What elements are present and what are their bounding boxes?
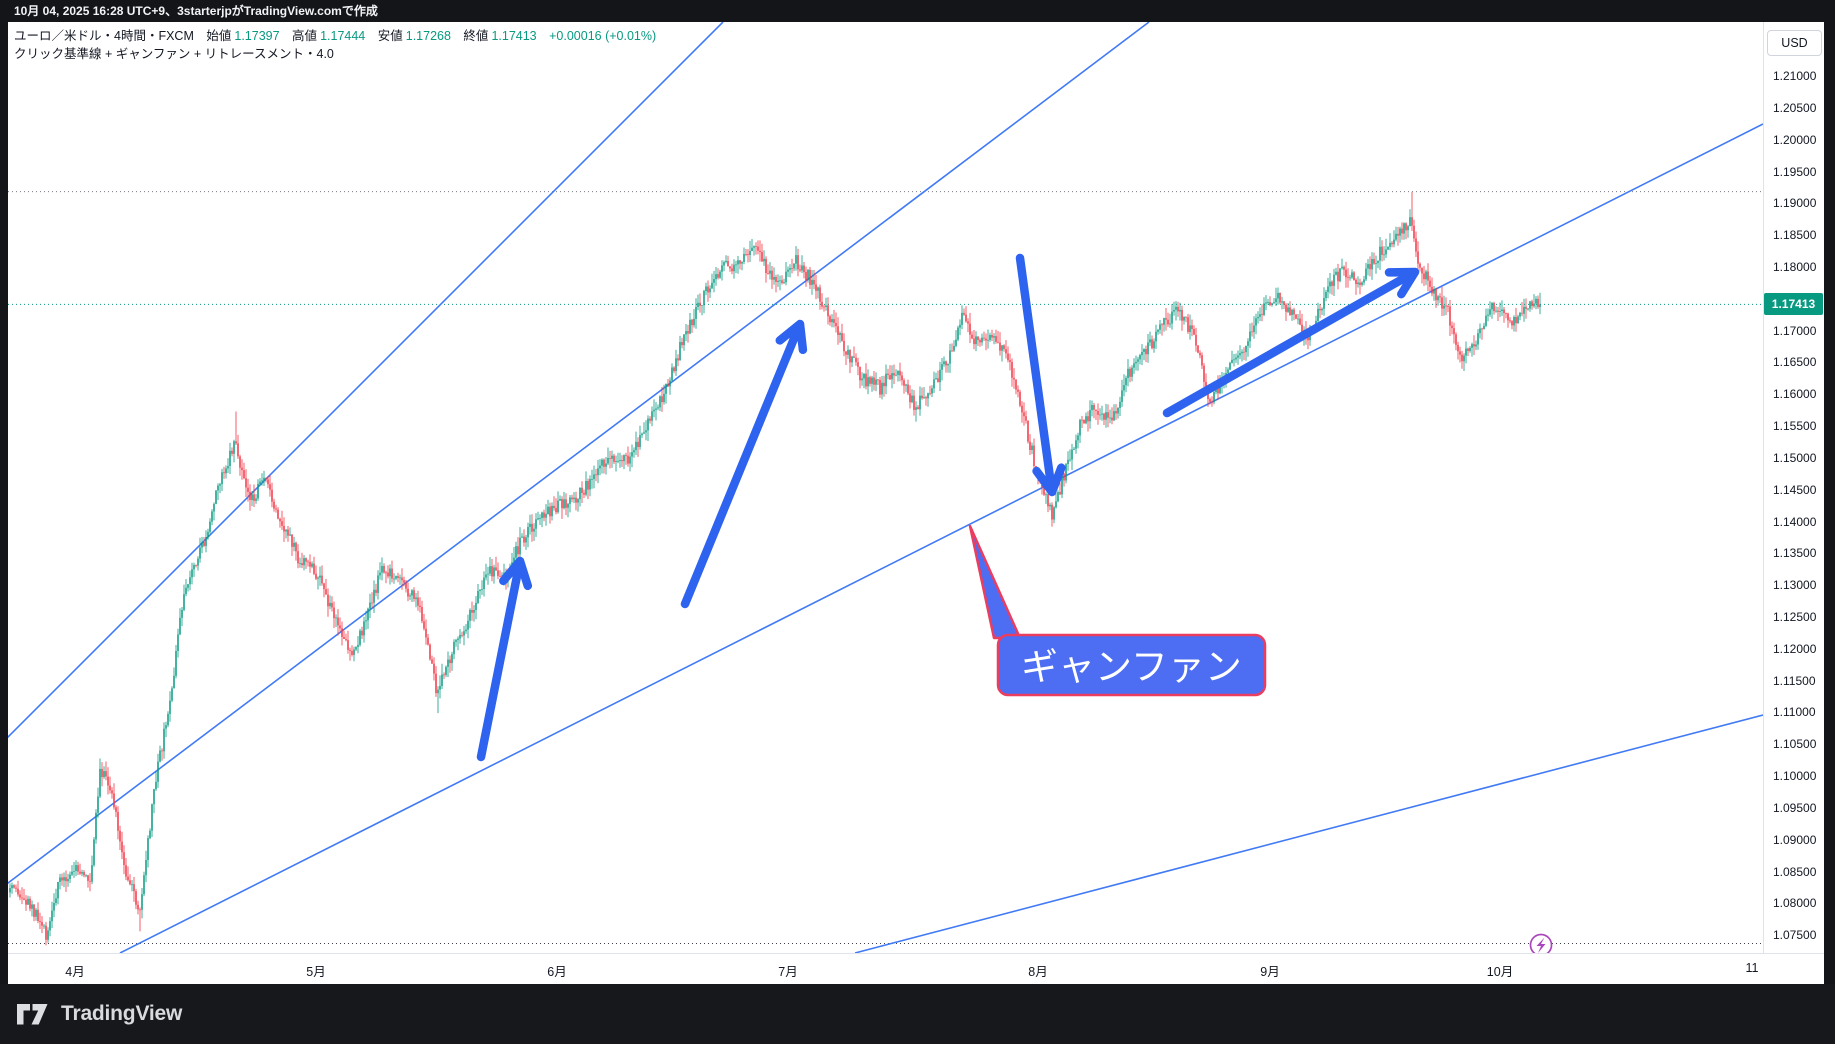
low-value: 1.17268 — [405, 29, 451, 43]
close-value: 1.17413 — [491, 29, 537, 43]
price-axis-label: 1.14000 — [1773, 514, 1817, 529]
price-axis-label: 1.15500 — [1773, 419, 1817, 434]
price-axis-label: 1.16500 — [1773, 355, 1817, 370]
open-value: 1.17397 — [234, 29, 280, 43]
indicator-row[interactable]: クリック基準線 + ギャンファン + リトレースメント・4.0 — [14, 47, 334, 61]
price-axis-label: 1.20000 — [1773, 132, 1817, 147]
symbol-title[interactable]: ユーロ／米ドル・4時間・FXCM — [14, 29, 194, 43]
price-axis-label: 1.12500 — [1773, 610, 1817, 624]
annotation-arrow[interactable] — [680, 319, 808, 609]
price-axis-label: 1.14500 — [1773, 482, 1817, 497]
price-axis-label: 1.12000 — [1773, 641, 1817, 656]
gann-fan-lines[interactable] — [0, 22, 1763, 953]
price-axis-label: 1.18000 — [1773, 260, 1817, 274]
footer-bar: TradingView — [0, 984, 1835, 1044]
price-axis-label: 1.09500 — [1773, 800, 1817, 815]
price-level-lines — [8, 191, 1763, 944]
price-axis-label: 1.07500 — [1773, 928, 1817, 943]
price-axis-label: 1.19000 — [1773, 196, 1817, 211]
candles — [9, 191, 1541, 946]
tradingview-brand-text[interactable]: TradingView — [61, 1002, 183, 1025]
gann-fan-callout[interactable]: ギャンファン — [968, 524, 1267, 697]
tradingview-logo-icon[interactable] — [15, 997, 51, 1031]
price-axis-label: 1.18500 — [1773, 228, 1817, 243]
high-label: 高値 — [292, 29, 318, 43]
legend-ohlc-row[interactable]: ユーロ／米ドル・4時間・FXCM 始値 1.17397 高値 1.17444 安値 1… — [14, 27, 656, 45]
callout-label: ギャンファン — [1021, 647, 1242, 688]
price-axis-label: 1.10000 — [1773, 769, 1817, 784]
currency-badge[interactable]: USD — [1767, 30, 1822, 56]
time-axis[interactable]: 4月 5月 6月 7月 8月 9月 10月 11 — [8, 953, 1824, 984]
time-axis-label: 4月 — [65, 965, 85, 979]
price-axis-label: 1.09000 — [1773, 832, 1817, 847]
chart-legend[interactable]: ユーロ／米ドル・4時間・FXCM 始値 1.17397 高値 1.17444 安値 1… — [14, 27, 656, 63]
price-axis-label: 1.11000 — [1773, 705, 1816, 720]
chart-canvas[interactable] — [8, 22, 1825, 984]
close-label: 終値 — [463, 29, 489, 43]
change-value: +0.00016 (+0.01%) — [549, 29, 657, 43]
current-price-badge: 1.17413 — [1764, 293, 1823, 316]
creation-banner-text: 10月 04, 2025 16:28 UTC+9、3starterjpがTrad… — [14, 4, 378, 18]
price-axis-label: 1.15000 — [1773, 450, 1817, 465]
low-label: 安値 — [377, 29, 403, 43]
price-axis-label: 1.21000 — [1773, 69, 1817, 84]
right-border — [1824, 22, 1835, 984]
price-axis-label: 1.16000 — [1773, 387, 1817, 402]
annotation-arrow[interactable] — [1162, 267, 1420, 418]
price-axis-label: 1.08500 — [1773, 864, 1817, 879]
price-axis-label: 1.13000 — [1773, 578, 1817, 593]
time-axis-label: 6月 — [547, 965, 567, 979]
high-value: 1.17444 — [320, 29, 366, 43]
time-axis-label: 9月 — [1260, 965, 1280, 979]
creation-banner: 10月 04, 2025 16:28 UTC+9、3starterjpがTrad… — [0, 0, 1835, 22]
left-border — [0, 22, 8, 984]
annotation-arrows[interactable] — [476, 253, 1420, 762]
time-axis-label: 5月 — [306, 965, 326, 979]
annotation-arrow[interactable] — [1015, 253, 1066, 497]
price-axis-label: 1.19500 — [1773, 164, 1817, 179]
open-label: 始値 — [206, 29, 232, 43]
price-axis-label: 1.17000 — [1773, 323, 1817, 338]
price-axis-label: 1.08000 — [1773, 896, 1817, 911]
price-axis-label: 1.10500 — [1773, 737, 1817, 752]
time-axis-label: 11 — [1745, 961, 1759, 975]
time-axis-label: 7月 — [778, 965, 798, 979]
price-axis[interactable]: 1.21000 1.20500 1.20000 1.19500 1.19000 1.185… — [1763, 22, 1824, 984]
price-axis-label: 1.11500 — [1773, 673, 1816, 688]
annotation-arrow[interactable] — [476, 556, 533, 762]
price-axis-label: 1.20500 — [1773, 100, 1817, 115]
time-axis-label: 8月 — [1028, 965, 1048, 979]
price-axis-label: 1.13500 — [1773, 546, 1817, 561]
time-axis-label: 10月 — [1486, 965, 1514, 979]
